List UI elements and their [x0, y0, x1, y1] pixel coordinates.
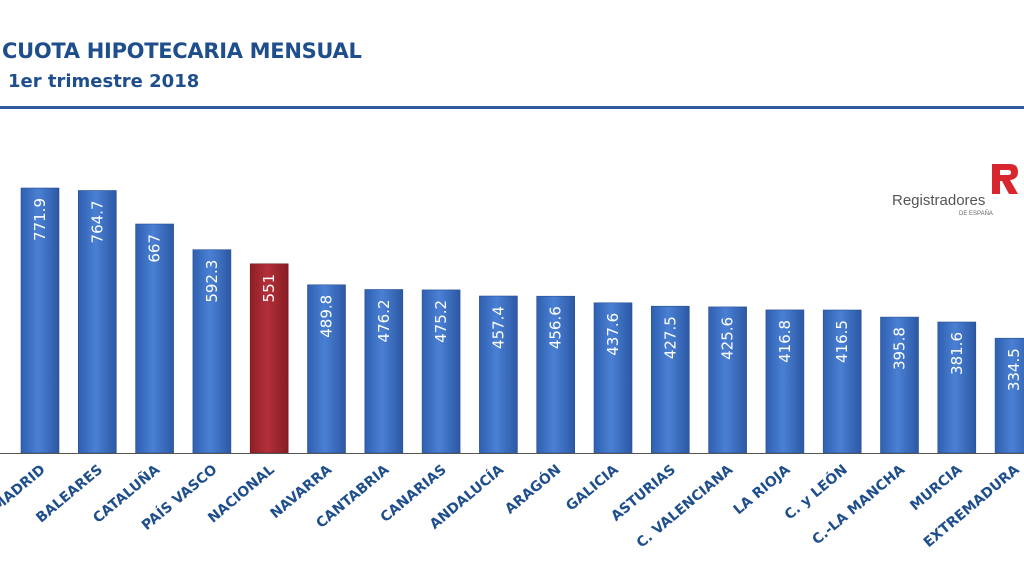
value-label: 475.2: [432, 300, 450, 343]
value-label: 457.4: [489, 306, 507, 349]
category-label: MURCIA: [907, 462, 965, 514]
value-label: 334.5: [1005, 348, 1023, 391]
chart-title: CUOTA HIPOTECARIA MENSUAL: [2, 39, 362, 63]
bar-c-la-mancha: [880, 316, 919, 454]
bar-nacional: [249, 263, 289, 454]
bar-c-y-león: [822, 309, 862, 454]
value-label: 381.6: [948, 332, 966, 375]
bar-extremadura: [994, 337, 1024, 454]
chart-subtitle: 1er trimestre 2018: [8, 71, 200, 92]
title-divider: [0, 106, 1024, 109]
bar-andalucía: [479, 295, 518, 454]
category-label: ARAGÓN: [501, 460, 564, 517]
value-label: 764.7: [88, 201, 106, 244]
value-label: 437.6: [604, 313, 622, 356]
value-label: 592.3: [203, 260, 221, 303]
value-label: 667: [146, 234, 164, 263]
value-label: 456.6: [547, 306, 565, 349]
bar-madrid: [20, 187, 60, 454]
bar-cataluña: [135, 223, 174, 454]
logo-tagline: DE ESPAÑA: [959, 211, 993, 217]
bar-c-valenciana: [708, 306, 747, 454]
registradores-logo: Registradores DE ESPAÑA: [888, 160, 1024, 222]
value-label: 551: [260, 274, 278, 303]
registradores-r-icon: [992, 164, 1018, 194]
bar-baleares: [78, 190, 117, 454]
bar-murcia: [937, 321, 977, 454]
bar-país-vasco: [192, 249, 232, 454]
bar-asturias: [650, 305, 690, 454]
value-label: 395.8: [891, 327, 909, 370]
value-label: 425.6: [719, 317, 737, 360]
bar-cantabria: [364, 289, 404, 454]
bar-galicia: [593, 302, 633, 454]
logo-wordmark: Registradores: [892, 192, 986, 209]
value-label: 476.2: [375, 300, 393, 343]
bar-la-rioja: [765, 309, 805, 454]
value-label: 416.5: [833, 320, 851, 363]
category-label: C. VALENCIANA: [634, 462, 737, 552]
bar-navarra: [307, 284, 346, 454]
bar-aragón: [536, 295, 576, 454]
category-label: GALICIA: [563, 462, 621, 515]
value-label: 416.8: [776, 320, 794, 363]
value-label: 427.5: [661, 316, 679, 359]
value-label: 771.9: [31, 198, 49, 241]
category-label: EXTREMADURA: [921, 462, 1023, 551]
value-label: 489.8: [318, 295, 336, 338]
